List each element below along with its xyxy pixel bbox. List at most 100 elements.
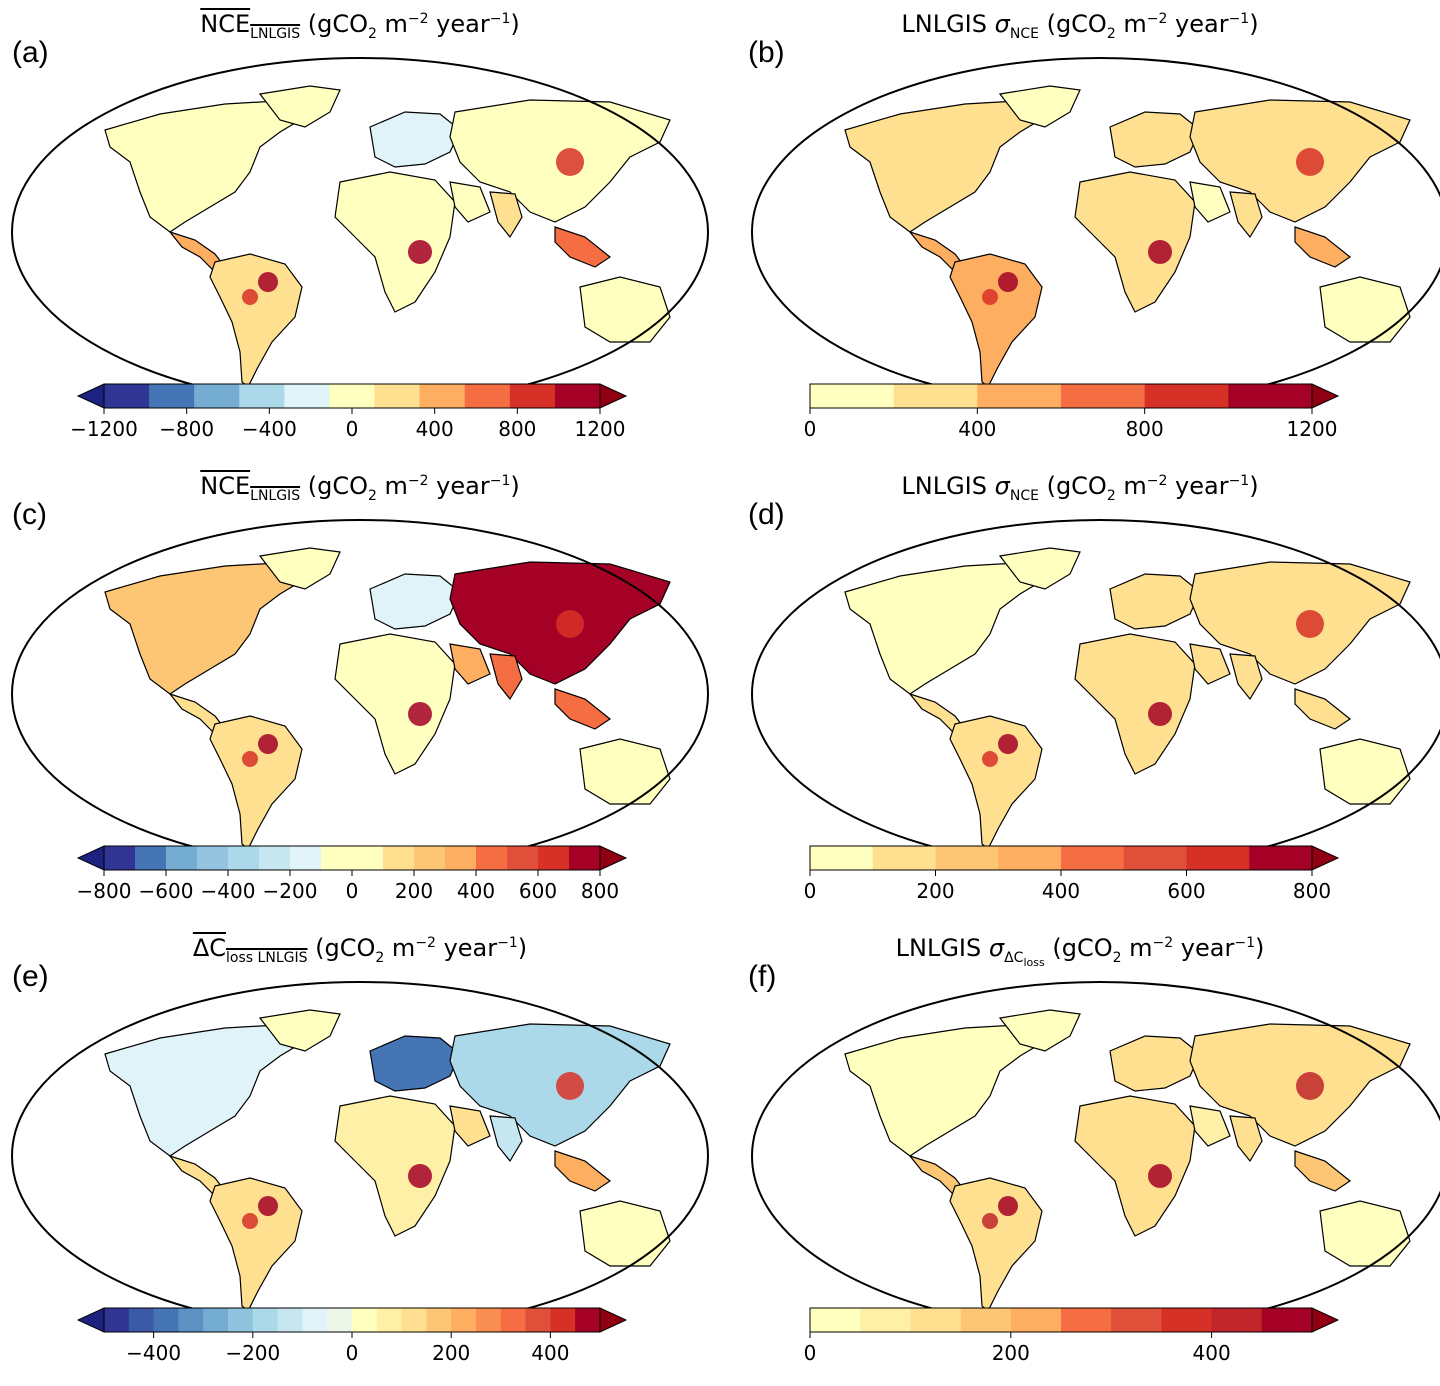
land-australia [579,276,671,343]
colorbar-b: 0 400 800 1200 [804,383,1340,441]
colorbar-bin [538,846,570,870]
colorbar-bin [893,384,978,408]
units-year: year [1167,472,1229,500]
hotspot [1148,702,1172,726]
title-main: ΔCloss LNLGIS [193,934,308,966]
land-seAsia [554,226,612,268]
colorbar-tick-label: 0 [346,879,359,903]
colorbar-bin [374,384,421,408]
land-southAmerica [949,253,1043,388]
units-gco: gCO [1055,472,1107,500]
colorbar-bin [500,1308,527,1332]
land-greenland [998,547,1081,590]
colorbar-tick-label: 400 [1042,879,1080,903]
colorbar-bin [525,1308,551,1332]
hotspot [1296,1072,1324,1100]
colorbar-bin [194,384,240,408]
colorbar-tick-label: −400 [126,1341,181,1365]
colorbar-tick-label: 800 [498,417,536,441]
colorbar-tick-label: −800 [159,417,214,441]
sigma-symbol: σ [988,934,1005,962]
colorbar-tick-label: −200 [225,1341,280,1365]
title-main-text: LNLGIS [901,472,995,500]
units-year: year [1167,10,1229,38]
colorbar-bin [464,384,511,408]
units-sub-2: 2 [375,949,385,966]
panel-label-b: (b) [748,36,785,69]
colorbar-bin [445,846,477,870]
title-main-text: NCE [200,472,251,500]
units-m: m [1115,472,1147,500]
hotspot [258,1196,278,1216]
colorbar-bin [178,1308,204,1332]
panel-d: (d) LNLGIS σNCE (gCO2 m−2 year−1) 0 200 400 6… [720,462,1440,924]
hotspot [1148,240,1172,264]
units-exp-year: −1 [497,935,518,951]
colorbar-tick-label: 400 [416,417,454,441]
units-gco: gCO [1061,934,1113,962]
colorbar-bin [239,384,285,408]
title-main: NCELNLGIS [200,10,300,42]
colorbar-bin [277,1308,303,1332]
colorbar-frame [809,383,1313,409]
colorbar-tick-label: 400 [457,879,495,903]
title-units: (gCO2 m−2 year−1) [1038,472,1259,504]
land-europe [1109,1035,1201,1092]
colorbar-frame [809,1307,1313,1333]
panel-c: (c) NCELNLGIS (gCO2 m−2 year−1) −800 −600 −4… [0,462,720,924]
units-exp-year: −1 [1228,11,1250,27]
colorbar-a: −1200 −800 −400 0 400 800 1200 [70,383,628,441]
colorbar-bin [1228,384,1313,408]
panel-title-e: ΔCloss LNLGIS (gCO2 m−2 year−1) [0,934,720,966]
colorbar-tick-label: 800 [1126,417,1164,441]
panel-label-c: (c) [12,498,47,531]
title-main-text: NCE [200,10,251,38]
panel-title-b: LNLGIS σNCE (gCO2 m−2 year−1) [720,10,1440,42]
colorbar-bin [153,1308,179,1332]
colorbar-tick-label: −600 [139,879,194,903]
colorbar-bin [872,846,936,870]
colorbar-bin [284,384,330,408]
colorbar-tick-label: −400 [201,879,256,903]
land-arabia [449,181,491,223]
colorbar-bin [810,1308,861,1332]
hotspot [982,751,998,767]
title-main-text: LNLGIS [895,934,989,962]
colorbar-bin [935,846,999,870]
colorbar-tick-label: 0 [804,1341,817,1365]
hotspot [408,240,432,264]
colorbar-bin [104,384,150,408]
title-units: (gCO2 m−2 year−1) [1038,10,1259,42]
land-greenland [258,547,341,590]
units-exp-year: −1 [1228,473,1250,489]
colorbar-tick-label: 0 [346,1341,359,1365]
colorbar-bin [476,1308,502,1332]
colorbar-bin [1261,1308,1313,1332]
colorbar-bin [554,384,601,408]
colorbar-bin [1061,1308,1112,1332]
land-australia [1319,276,1411,343]
land-europe [369,573,461,630]
units-exp-m: −2 [1152,935,1174,951]
colorbar-e: −400 −200 0 200 400 [76,1307,628,1365]
units-year: year [1173,934,1235,962]
colorbar-d: 0 200 400 600 800 [804,845,1340,903]
land-australia [1319,738,1411,805]
land-africa [334,171,456,313]
land-arabia [449,1105,491,1147]
title-subsubscript: loss [1023,955,1045,969]
colorbar-bin [290,846,322,870]
land-europe [369,111,461,168]
units-exp-m: −2 [407,11,429,27]
colorbar-tick-label: 600 [519,879,557,903]
land-seAsia [1294,226,1352,268]
colorbar-extend-high [599,845,628,871]
land-greenland [258,1009,341,1052]
hotspot [408,1164,432,1188]
colorbar-extend-low [76,383,105,409]
hotspot [242,751,258,767]
colorbar-tick-label: −800 [77,879,132,903]
land-seAsia [554,688,612,730]
hotspot [998,734,1018,754]
title-subscript: ΔCloss [1004,949,1045,969]
